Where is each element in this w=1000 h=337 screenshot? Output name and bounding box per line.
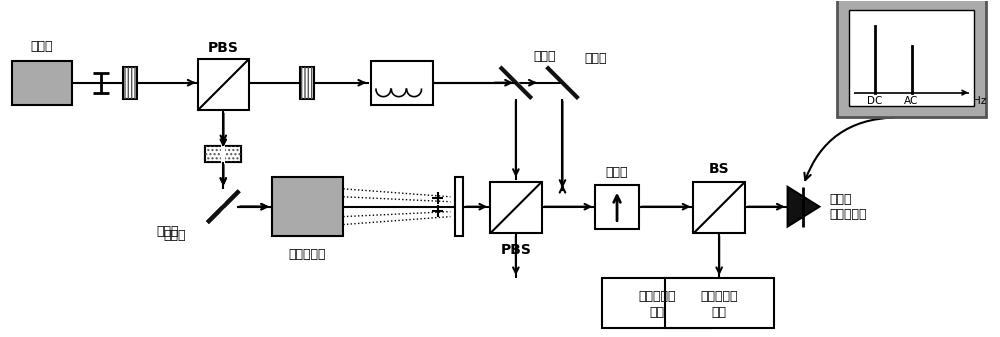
Bar	[205, 146, 241, 162]
Bar	[12, 61, 72, 104]
Bar	[205, 146, 241, 162]
Text: 光功率监控: 光功率监控	[638, 290, 675, 303]
Text: 反射镜: 反射镜	[584, 52, 607, 65]
Text: AC: AC	[904, 96, 919, 105]
Text: 起偏器: 起偏器	[606, 166, 628, 179]
Text: DC: DC	[867, 96, 882, 105]
Bar	[837, 0, 986, 117]
Bar	[490, 182, 542, 234]
Text: 反射镜: 反射镜	[163, 228, 186, 242]
Text: PBS: PBS	[500, 243, 531, 257]
Bar	[198, 59, 249, 111]
Bar	[300, 67, 314, 99]
Bar	[300, 67, 314, 99]
Text: 光功率监控: 光功率监控	[700, 290, 738, 303]
Text: BS: BS	[709, 162, 729, 176]
Bar	[123, 67, 137, 99]
Text: PBS: PBS	[208, 41, 239, 55]
Bar	[665, 278, 774, 328]
Text: 装置: 装置	[712, 306, 727, 319]
Bar	[455, 177, 463, 237]
Bar	[371, 61, 433, 104]
Bar	[595, 185, 639, 228]
Text: Hz: Hz	[973, 96, 986, 105]
Bar	[205, 146, 241, 162]
Bar	[123, 67, 137, 99]
Text: 待校准: 待校准	[829, 193, 852, 206]
Bar	[272, 177, 343, 237]
Bar	[849, 10, 974, 105]
Text: 光电探测器: 光电探测器	[829, 208, 867, 221]
Text: 反射镜: 反射镜	[534, 50, 556, 63]
Bar	[205, 146, 241, 162]
FancyArrowPatch shape	[804, 118, 894, 180]
Text: 装置: 装置	[649, 306, 664, 319]
Bar	[602, 278, 711, 328]
Text: 声光移频器: 声光移频器	[289, 248, 326, 261]
Text: 反射镜: 反射镜	[156, 224, 179, 238]
Bar	[693, 182, 745, 234]
Text: 激光器: 激光器	[31, 40, 53, 53]
Polygon shape	[788, 187, 819, 226]
